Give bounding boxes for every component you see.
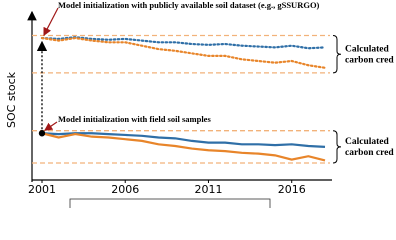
brace-label: carbon cred (345, 148, 394, 158)
legend-box (69, 198, 271, 208)
brace-label: Calculated (345, 137, 390, 147)
annotation: Model initialization with field soil sam… (58, 114, 211, 124)
brace-label: carbon cred (345, 55, 394, 65)
brace (332, 35, 342, 74)
x-tick-label: 2016 (278, 183, 306, 196)
x-tick-label: 2011 (194, 183, 222, 196)
x-tick-label: 2006 (111, 183, 139, 196)
series-line (41, 132, 326, 148)
annotation: Model initialization with publicly avail… (58, 0, 320, 10)
series-line (40, 36, 327, 50)
annotation-arrow (43, 7, 59, 37)
brace-label: Calculated (345, 44, 390, 54)
series-line (40, 36, 327, 69)
x-tick-label: 2001 (28, 183, 56, 196)
annotation-arrow (43, 121, 58, 131)
brace (332, 130, 342, 164)
start-point (38, 130, 46, 137)
series-line (41, 132, 326, 162)
chart: SOC stock 2001 2006 2011 2016 Model initiali… (5, 0, 394, 208)
y-axis-label: SOC stock (5, 71, 18, 128)
